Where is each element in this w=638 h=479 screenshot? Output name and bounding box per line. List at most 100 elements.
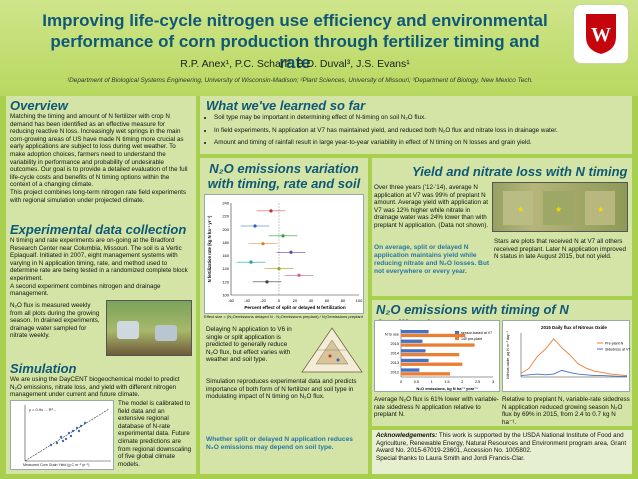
poster-header: Improving life-cycle nitrogen use effici… bbox=[0, 0, 638, 96]
legend-label: Sidedress at V7 bbox=[605, 348, 630, 352]
effect-size-chart: -60 -40 -20 0 20 40 60 80 100 100 120 140 160 180 200 2… bbox=[204, 194, 364, 314]
n2o-variation-conclusion: Whether split or delayed N application r… bbox=[206, 436, 353, 451]
poster-title: Improving life-cycle nitrogen use effici… bbox=[42, 11, 548, 72]
data-collection-paragraph: N timing and rate experiments are on-goi… bbox=[10, 237, 188, 282]
affiliations: ¹Department of Biological Systems Engine… bbox=[67, 77, 533, 84]
x-tick-label: 1 bbox=[431, 380, 433, 384]
n2o-bar-svg: 0 0.5 1 1.5 2 2.5 3 N to use 2015 2014 2013 2012 N₂O… bbox=[385, 329, 494, 391]
soil-texture-triangle bbox=[300, 326, 364, 374]
data-point bbox=[289, 250, 293, 254]
x-tick-label: 100 bbox=[356, 298, 363, 303]
learned-bullet: Amount and timing of rainfall result in … bbox=[214, 139, 626, 147]
x-tick-label: 1.5 bbox=[444, 380, 449, 384]
x-tick-label: 0 bbox=[400, 380, 402, 384]
learned-bullet: Soil type may be important in determinin… bbox=[214, 114, 626, 122]
overview-paragraph: Matching the timing and amount of N fert… bbox=[10, 113, 188, 189]
x-tick-label: 0.5 bbox=[414, 380, 419, 384]
legend-label: sensor-based at V7 bbox=[461, 331, 492, 335]
series-line bbox=[520, 369, 627, 377]
aerial-plot-photo: ★ ★ ★ bbox=[492, 182, 628, 232]
data-point bbox=[297, 273, 301, 277]
acknowledgements-heading: Acknowledgements: bbox=[376, 432, 438, 439]
y-tick-label: 120 bbox=[222, 279, 229, 284]
x-tick-label: 40 bbox=[309, 298, 314, 303]
bar bbox=[401, 333, 466, 338]
bar bbox=[401, 343, 475, 347]
data-point bbox=[261, 242, 265, 246]
field-chamber-photo bbox=[106, 300, 192, 356]
daily-flux-svg: 2015 Daily flux of Nitrous Oxide Nitrous … bbox=[506, 325, 630, 379]
simulation-heading: Simulation bbox=[10, 361, 77, 376]
category-label: 2015 bbox=[391, 342, 399, 346]
x-axis-label: N₂O emissions, kg N ha⁻¹ year⁻¹ bbox=[416, 386, 478, 391]
y-tick-label: 200 bbox=[222, 227, 229, 232]
bar bbox=[401, 358, 429, 363]
bar bbox=[401, 353, 460, 357]
acknowledgements-text: Acknowledgements: This work is supported… bbox=[376, 432, 628, 462]
legend-swatch bbox=[455, 337, 459, 340]
x-tick-label: 80 bbox=[341, 298, 346, 303]
data-collection-paragraph-2: A second experiment combines nitrogen an… bbox=[10, 282, 161, 298]
y-tick-label: 240 bbox=[222, 201, 229, 206]
bar bbox=[401, 349, 426, 353]
flux-caption: N₂O flux is measured weekly from all plo… bbox=[10, 302, 100, 340]
data-collection-heading: Experimental data collection bbox=[10, 222, 187, 237]
overview-paragraph-2: This project combines long-term nitrogen… bbox=[10, 188, 187, 204]
n2o-bar-chart: 0 0.5 1 1.5 2 2.5 3 N to use 2015 2014 2013 2012 N₂O… bbox=[374, 320, 500, 392]
star-marker-icon: ★ bbox=[517, 205, 525, 214]
bar bbox=[401, 372, 451, 376]
y-tick-label: 140 bbox=[222, 266, 229, 271]
bar bbox=[401, 339, 423, 343]
x-tick-label: 2.5 bbox=[475, 380, 480, 384]
simulation-reproduces-text: Simulation reproduces experimental data … bbox=[206, 378, 357, 401]
yield-heading: Yield and nitrate loss with N timing bbox=[412, 164, 628, 179]
learned-list: Soil type may be important in determinin… bbox=[206, 114, 626, 152]
bar-chart-caption: Average N₂O flux is 61% lower with varia… bbox=[374, 396, 499, 419]
simulation-text: We are using the DayCENT biogeochemical … bbox=[10, 376, 180, 399]
data-point bbox=[281, 234, 285, 238]
effect-size-label: Effect size = bbox=[204, 314, 226, 319]
legend-label: 140 pre-plant bbox=[461, 337, 482, 341]
x-tick-label: -20 bbox=[260, 298, 267, 303]
daily-flux-chart: 2015 Daily flux of Nitrous Oxide Nitrous … bbox=[502, 320, 630, 392]
plot-xlabel: Measured Corn Grain Yield (g C m⁻² yr⁻¹) bbox=[23, 463, 90, 467]
learned-heading: What we've learned so far bbox=[206, 98, 366, 113]
plot-equation: y = 0.9x ... R²... bbox=[29, 407, 57, 412]
y-tick-label: 180 bbox=[222, 240, 229, 245]
category-label: 2014 bbox=[391, 352, 399, 356]
learned-panel bbox=[200, 96, 632, 154]
y-axis-label: Nitrous oxide, µg N m⁻² day⁻¹ bbox=[506, 330, 510, 378]
y-tick-label: 220 bbox=[222, 214, 229, 219]
effect-size-formula: Effect size = (N₂Oemissions delayed N - … bbox=[204, 314, 364, 319]
category-label: 2013 bbox=[391, 361, 399, 365]
category-label: 2012 bbox=[391, 371, 399, 375]
university-crest-logo: W bbox=[573, 4, 629, 64]
y-tick-label: 100 bbox=[222, 293, 229, 298]
effect-size-svg: -60 -40 -20 0 20 40 60 80 100 100 120 140 160 180 200 2… bbox=[207, 201, 363, 311]
bar bbox=[401, 330, 429, 334]
data-point bbox=[277, 267, 281, 271]
stars-text: Stars are plots that received N at V7 al… bbox=[494, 238, 626, 261]
x-tick-label: 20 bbox=[293, 298, 298, 303]
x-axis-label: Percent effect of split or delayed N fer… bbox=[244, 305, 346, 310]
x-tick-label: 2 bbox=[461, 380, 463, 384]
delay-text: Delaying N application to V6 in single o… bbox=[206, 326, 292, 364]
overview-text: Matching the timing and amount of N fert… bbox=[10, 113, 190, 204]
star-marker-icon: ★ bbox=[597, 205, 605, 214]
data-point bbox=[249, 260, 253, 264]
acknowledgements-thanks: Special thanks to Laura Smith and Jordi … bbox=[376, 454, 525, 462]
x-tick-label: -60 bbox=[228, 298, 235, 303]
bar bbox=[401, 362, 463, 366]
simulation-caption: The model is calibrated to field data an… bbox=[118, 400, 192, 468]
data-point bbox=[265, 280, 269, 284]
legend-label: Pre-plant N bbox=[605, 342, 624, 346]
x-tick-label: -40 bbox=[244, 298, 251, 303]
x-tick-label: 60 bbox=[325, 298, 330, 303]
data-point bbox=[253, 224, 257, 228]
y-axis-label: N fertilization rate (kg N ha⁻¹ yr⁻¹) bbox=[207, 215, 212, 282]
authors: R.P. Anex¹, P.C. Scharf², B.D. Duval³, J… bbox=[180, 58, 410, 70]
data-collection-text: N timing and rate experiments are on-goi… bbox=[10, 237, 190, 298]
legend-swatch bbox=[455, 331, 459, 334]
learned-bullet: In field experiments, N application at V… bbox=[214, 127, 626, 135]
yield-text: Over three years ('12-'14), average N ap… bbox=[374, 184, 489, 229]
